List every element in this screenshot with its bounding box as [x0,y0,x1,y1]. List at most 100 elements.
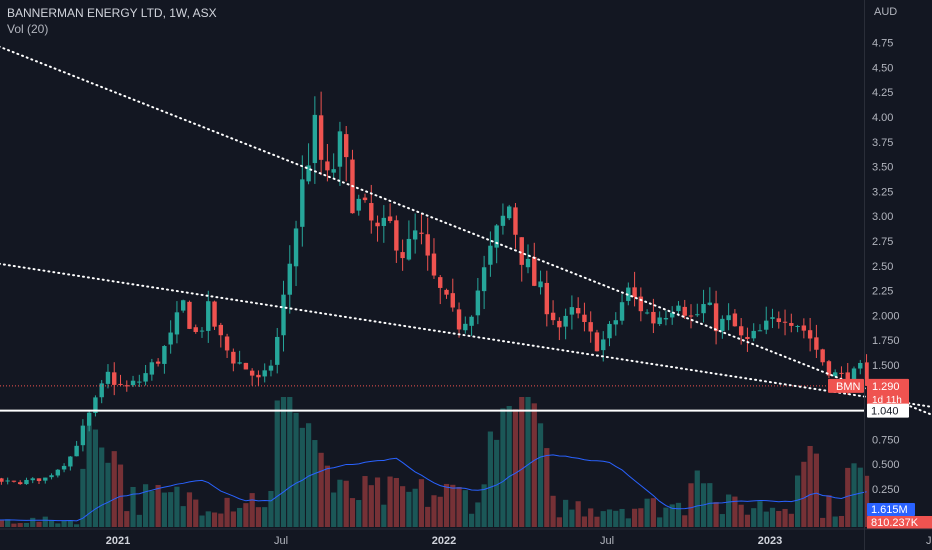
candle-body [406,238,412,260]
volume-bar [456,487,462,527]
volume-bar [92,429,99,527]
candle-body [607,323,612,339]
volume-bar [349,498,356,527]
volume-tag-bg [867,503,915,516]
volume-bar [186,492,193,527]
volume-bar [600,511,606,527]
candle-body [130,380,136,386]
volume-bar [713,502,719,527]
volume-bar [61,520,67,527]
symbol-title[interactable]: BANNERMAN ENERGY LTD, 1W, ASX [7,6,217,20]
volume-bar [500,408,506,527]
volume-bar [606,509,613,527]
volume-bar [769,507,776,527]
candle-body [638,296,644,312]
volume-bar [675,502,682,527]
candle-body [43,477,48,481]
candle-body [670,312,675,318]
candle-body [544,282,550,315]
candle-body [776,318,781,323]
candle-body [839,372,844,374]
volume-bar [387,476,393,527]
price-scale-currency: AUD [874,6,897,18]
volume-bar [682,515,688,527]
volume-bar [544,448,550,527]
candle-body [764,320,769,330]
candle-body [300,179,305,227]
volume-bar [794,475,801,527]
candle-body [826,361,832,376]
volume-bar [155,485,161,527]
volume-bar [525,397,531,527]
candle-body [249,370,255,376]
candle-body [243,362,249,370]
candle-body [720,318,725,331]
price-scale-tick: 3.00 [872,211,893,223]
price-scale-tick: 2.50 [872,261,893,273]
candle-body [325,161,330,171]
volume-bar [55,523,61,527]
volume-bar [569,509,575,527]
candle-body [287,263,292,295]
volume-tag-value: 1.615M [871,504,908,516]
candle-body [563,315,568,327]
falling-support-trendline[interactable] [0,241,932,478]
volume-bar [588,508,594,527]
ticker-tag-bg [828,378,864,393]
price-scale-tick: 2.25 [872,286,893,298]
volume-bar [168,492,174,527]
volume-bar [481,484,487,527]
candle-body [337,131,343,167]
bar-countdown: 1d 11h [872,395,902,406]
volume-bar [268,490,274,527]
candle-body [820,349,825,363]
volume-bar [393,477,399,527]
candle-body [105,371,111,384]
price-scale-border [864,0,865,550]
volume-bar [763,511,769,527]
candle-body [651,311,656,324]
volume-bar [631,508,638,527]
volume-bar [193,499,199,527]
volume-bar [726,494,732,527]
candle-body [275,336,280,365]
volume-bar [644,498,650,527]
candle-body [293,228,299,267]
candle-body [676,305,681,312]
volume-bar [506,406,512,527]
volume-indicator-label[interactable]: Vol (20) [7,22,49,36]
volume-bar [400,486,406,527]
candle-body [268,365,274,371]
volume-bar [694,470,700,527]
volume-bar [657,517,663,527]
volume-bar [161,492,167,527]
volume-bar [23,522,30,527]
volume-bar [312,440,318,527]
volume-bar [443,483,450,527]
last-price-tag-bg [867,378,909,406]
falling-resistance-trendline[interactable] [0,45,932,521]
candle-body [312,114,318,164]
candle-body [795,325,800,327]
time-scale-label: 2021 [106,535,130,547]
candle-body [369,203,374,221]
candle-body [613,320,618,325]
candle-body [49,475,54,478]
candle-body [858,362,863,369]
volume-bar [142,484,149,527]
candle-body [475,290,481,316]
candle-body [550,312,556,321]
candle-body [513,207,518,235]
candle-body [644,312,650,314]
volume-bar [807,445,813,527]
volume-bar [280,397,287,527]
volume-bar [594,516,600,527]
volume-bar [556,517,562,527]
candle-body [256,374,261,378]
candle-body [525,258,531,268]
candle-body [30,478,35,481]
candle-body [588,322,593,332]
volume-bar [650,498,656,527]
candle-body [701,304,706,314]
